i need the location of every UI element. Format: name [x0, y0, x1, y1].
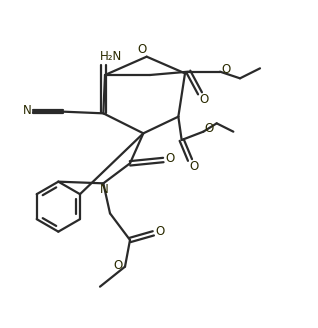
Text: O: O	[156, 225, 165, 238]
Text: O: O	[190, 159, 199, 173]
Text: N: N	[100, 183, 109, 196]
Text: H₂N: H₂N	[100, 50, 122, 63]
Text: O: O	[205, 122, 214, 135]
Text: N: N	[23, 104, 32, 117]
Text: O: O	[114, 259, 123, 272]
Text: O: O	[166, 153, 175, 166]
Text: O: O	[199, 93, 209, 106]
Text: O: O	[221, 63, 231, 76]
Text: O: O	[137, 43, 146, 56]
